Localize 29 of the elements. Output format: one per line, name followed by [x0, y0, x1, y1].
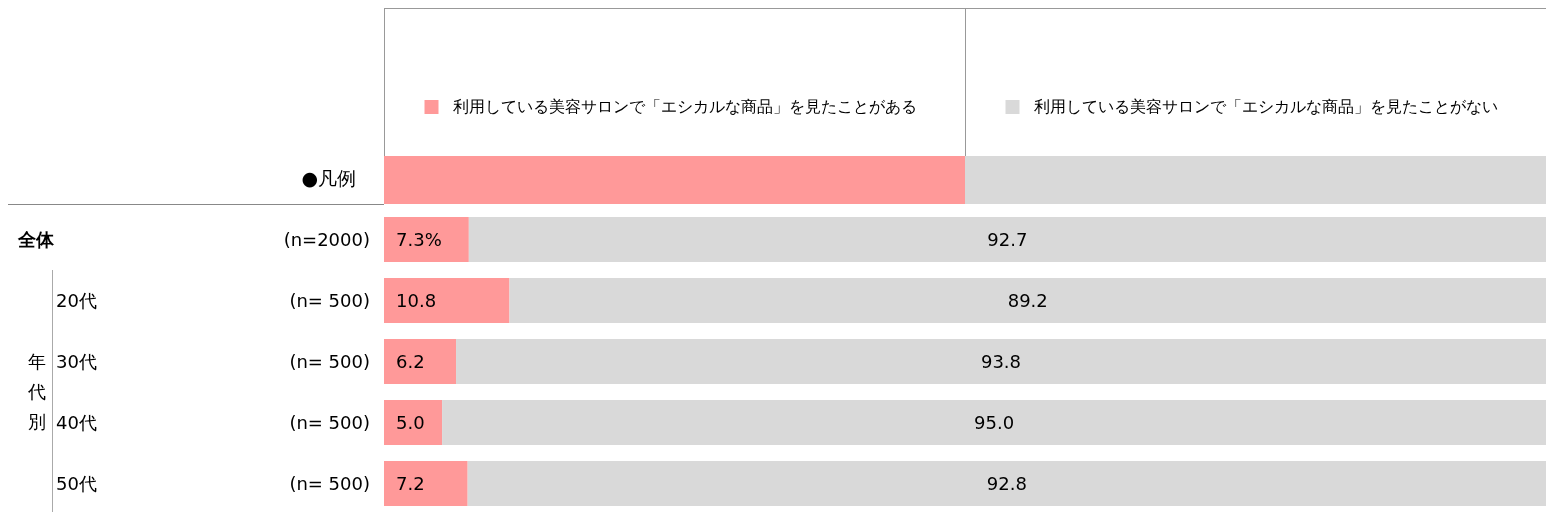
- category-label: 30代 (n= 500): [56, 350, 370, 372]
- bar: [468, 217, 1546, 262]
- data-label: 6.2: [396, 350, 425, 372]
- category-label: 50代 (n= 500): [56, 472, 370, 494]
- category-label: 40代 (n= 500): [56, 411, 370, 433]
- data-label: 7.2: [396, 472, 425, 494]
- legend-title: ●凡例: [300, 166, 357, 191]
- category-label: 20代 (n= 500): [56, 289, 370, 311]
- bar: [384, 278, 510, 323]
- legend-label: 利用している美容サロンで「エシカルな商品」を見たことがある: [452, 97, 917, 116]
- data-label: 10.8: [396, 289, 437, 311]
- data-label: 95.0: [974, 411, 1015, 433]
- bar: [384, 400, 443, 445]
- data-label: 92.8: [986, 472, 1027, 494]
- data-label: 93.8: [980, 350, 1022, 372]
- bar: [384, 339, 457, 384]
- bar: [384, 217, 469, 262]
- bar: [442, 400, 1546, 445]
- bar: [467, 461, 1546, 506]
- data-label: 89.2: [1007, 289, 1048, 311]
- bar: [509, 278, 1546, 323]
- bar: [384, 461, 468, 506]
- data-label: 92.7: [987, 228, 1028, 250]
- category-label: 全体 (n=2000): [18, 228, 370, 250]
- legend-label: 利用している美容サロンで「エシカルな商品」を見たことがない: [1033, 97, 1498, 116]
- bar: [456, 339, 1546, 384]
- data-label: 5.0: [396, 411, 425, 433]
- text: 年代別: [28, 350, 46, 434]
- data-label: 7.3%: [396, 228, 442, 250]
